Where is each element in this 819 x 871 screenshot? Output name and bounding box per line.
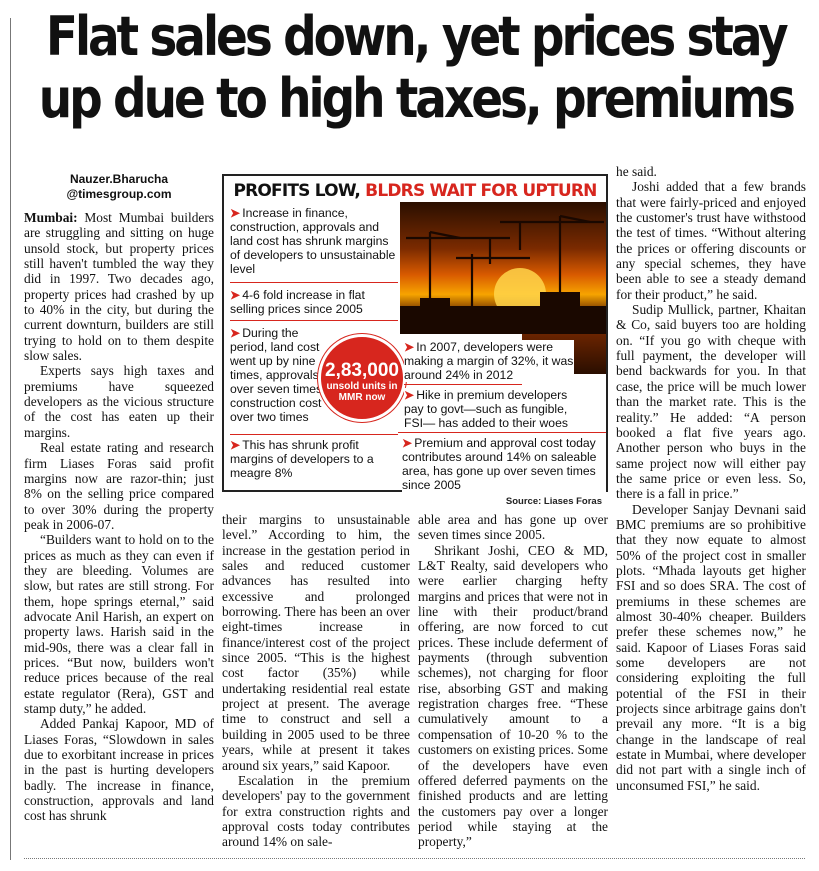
badge-label: unsold units in MMR now [326,381,398,403]
graphic-point-4: ➤ This has shrunk profit margins of devel… [230,438,398,480]
article-paragraph: their margins to unsustainable level.” A… [222,512,410,773]
graphic-point-7: ➤ Premium and approval cost today contrib… [402,436,606,492]
arrow-icon: ➤ [230,288,241,302]
headline: Flat sales down, yet prices stay up due … [38,5,796,130]
paragraph-text: Most Mumbai builders are struggling and … [24,210,214,364]
paragraph-text: Escalation in the premium developers' pa… [222,772,410,850]
article-paragraph: he said. [616,164,806,179]
point-divider [230,282,398,283]
infographic-title: PROFITS LOW, BLDRS WAIT FOR UPTURN [228,180,602,202]
paragraph-text: able area and has gone up over seven tim… [418,512,608,543]
arrow-icon: ➤ [230,326,241,340]
paragraph-text: he said. [616,164,657,179]
article-column-2: their margins to unsustainable level.” A… [222,512,410,850]
graphic-point-1: ➤ Increase in finance, construction, appr… [230,206,398,276]
article-column-1: Mumbai: Most Mumbai builders are struggl… [24,210,214,824]
point-divider [404,384,522,385]
graphic-point-5: ➤ In 2007, developers were making a margi… [404,340,574,382]
paragraph-text: Added Pankaj Kapoor, MD of Liases Foras,… [24,716,214,824]
paragraph-text: their margins to unsustainable level.” A… [222,512,410,773]
arrow-icon: ➤ [404,388,415,402]
paragraph-text: Joshi added that a few brands that were … [616,179,806,302]
dateline: Mumbai: [24,210,78,225]
article-column-4: he said. Joshi added that a few brands th… [616,164,806,793]
article-paragraph: able area and has gone up over seven tim… [418,512,608,543]
bottom-dotted-rule [24,858,805,859]
paragraph-text: Shrikant Joshi, CEO & MD, L&T Realty, sa… [418,542,608,850]
paragraph-text: “Builders want to hold on to the prices … [24,532,214,716]
article-paragraph: Developer Sanjay Devnani said BMC premiu… [616,502,806,794]
paragraph-text: Experts says high taxes and premiums hav… [24,363,214,440]
graphic-point-6: ➤ Hike in premium developers pay to govt—… [404,388,580,430]
paragraph-text: Real estate rating and research firm Lia… [24,440,214,532]
article-paragraph: “Builders want to hold on to the prices … [24,532,214,716]
infographic-title-part1: PROFITS LOW, [233,181,366,201]
graphic-source: Source: Liases Foras [505,496,602,507]
byline: Nauzer.Bharucha @timesgroup.com [24,172,214,202]
point-divider [398,432,606,433]
point-divider [230,434,398,435]
article-paragraph: Shrikant Joshi, CEO & MD, L&T Realty, sa… [418,543,608,850]
article-paragraph: Joshi added that a few brands that were … [616,179,806,302]
unsold-units-badge: 2,83,000 unsold units in MMR now [318,334,406,422]
graphic-point-3: ➤ During the period, land cost went up by… [230,326,334,424]
arrow-icon: ➤ [230,206,241,220]
paragraph-text: Sudip Mullick, partner, Khaitan & Co, sa… [616,302,806,502]
infographic: PROFITS LOW, BLDRS WAIT FOR UPTURN ➤ Incr… [222,174,608,508]
left-column-rule [10,18,11,860]
arrow-icon: ➤ [230,438,241,452]
article-paragraph: Mumbai: Most Mumbai builders are struggl… [24,210,214,363]
article-paragraph: Real estate rating and research firm Lia… [24,440,214,532]
byline-name: Nauzer.Bharucha [69,172,169,186]
point-divider [230,320,398,321]
byline-handle: @timesgroup.com [66,187,172,201]
article-column-3: able area and has gone up over seven tim… [418,512,608,850]
article-paragraph: Escalation in the premium developers' pa… [222,773,410,850]
infographic-title-part2: BLDRS WAIT FOR UPTURN [365,181,597,201]
article-paragraph: Experts says high taxes and premiums hav… [24,363,214,440]
article-paragraph: Added Pankaj Kapoor, MD of Liases Foras,… [24,716,214,823]
construction-cranes-photo [400,202,606,334]
badge-number: 2,83,000 [325,360,399,381]
paragraph-text: Developer Sanjay Devnani said BMC premiu… [616,501,806,793]
arrow-icon: ➤ [402,436,413,450]
graphic-point-2: ➤ 4-6 fold increase in flat selling price… [230,288,398,316]
article-paragraph: Sudip Mullick, partner, Khaitan & Co, sa… [616,302,806,501]
arrow-icon: ➤ [404,340,415,354]
